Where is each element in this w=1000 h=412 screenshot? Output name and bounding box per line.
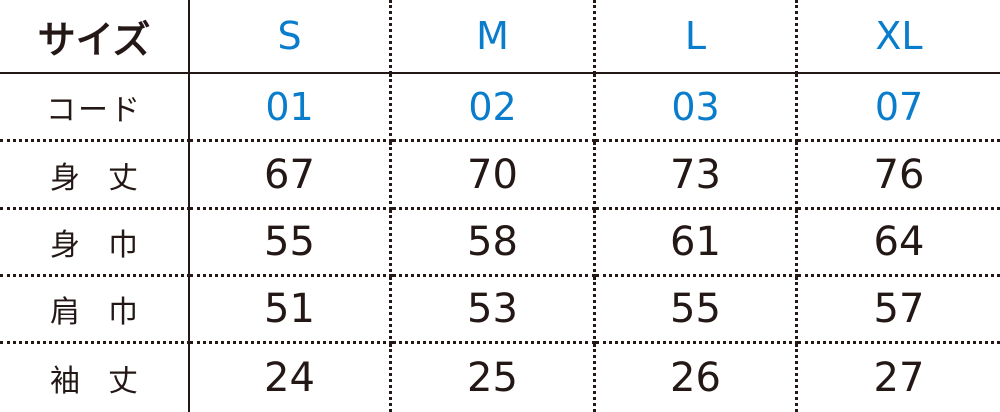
table-cell: 58 xyxy=(392,210,596,277)
table-cell: 57 xyxy=(798,277,1000,344)
table-cell: 51 xyxy=(190,277,392,344)
size-header: S xyxy=(190,0,392,74)
size-header: L xyxy=(596,0,798,74)
table-cell: 03 xyxy=(596,74,798,142)
size-header: M xyxy=(392,0,596,74)
size-header: XL xyxy=(798,0,1000,74)
table-cell: 76 xyxy=(798,142,1000,210)
table-cell: 26 xyxy=(596,344,798,412)
table-cell: 53 xyxy=(392,277,596,344)
row-label: 肩巾 xyxy=(0,277,190,344)
table-cell: 02 xyxy=(392,74,596,142)
table-cell: 67 xyxy=(190,142,392,210)
table-cell: 25 xyxy=(392,344,596,412)
table-cell: 27 xyxy=(873,355,925,401)
row-label: 身丈 xyxy=(0,142,190,210)
table-cell: 55 xyxy=(190,210,392,277)
row-label: コード xyxy=(0,74,190,142)
table-cell: 73 xyxy=(596,142,798,210)
table-cell: 01 xyxy=(190,74,392,142)
table-cell: 70 xyxy=(392,142,596,210)
table-cell: 61 xyxy=(596,210,798,277)
table-cell: 24 xyxy=(190,344,392,412)
row-label: 身巾 xyxy=(0,210,190,277)
table-cell: 07 xyxy=(798,74,1000,142)
header-label: サイズ xyxy=(0,0,190,74)
table-cell: 55 xyxy=(596,277,798,344)
row-label: 袖丈 xyxy=(0,344,190,412)
table-cell: 64 xyxy=(798,210,1000,277)
